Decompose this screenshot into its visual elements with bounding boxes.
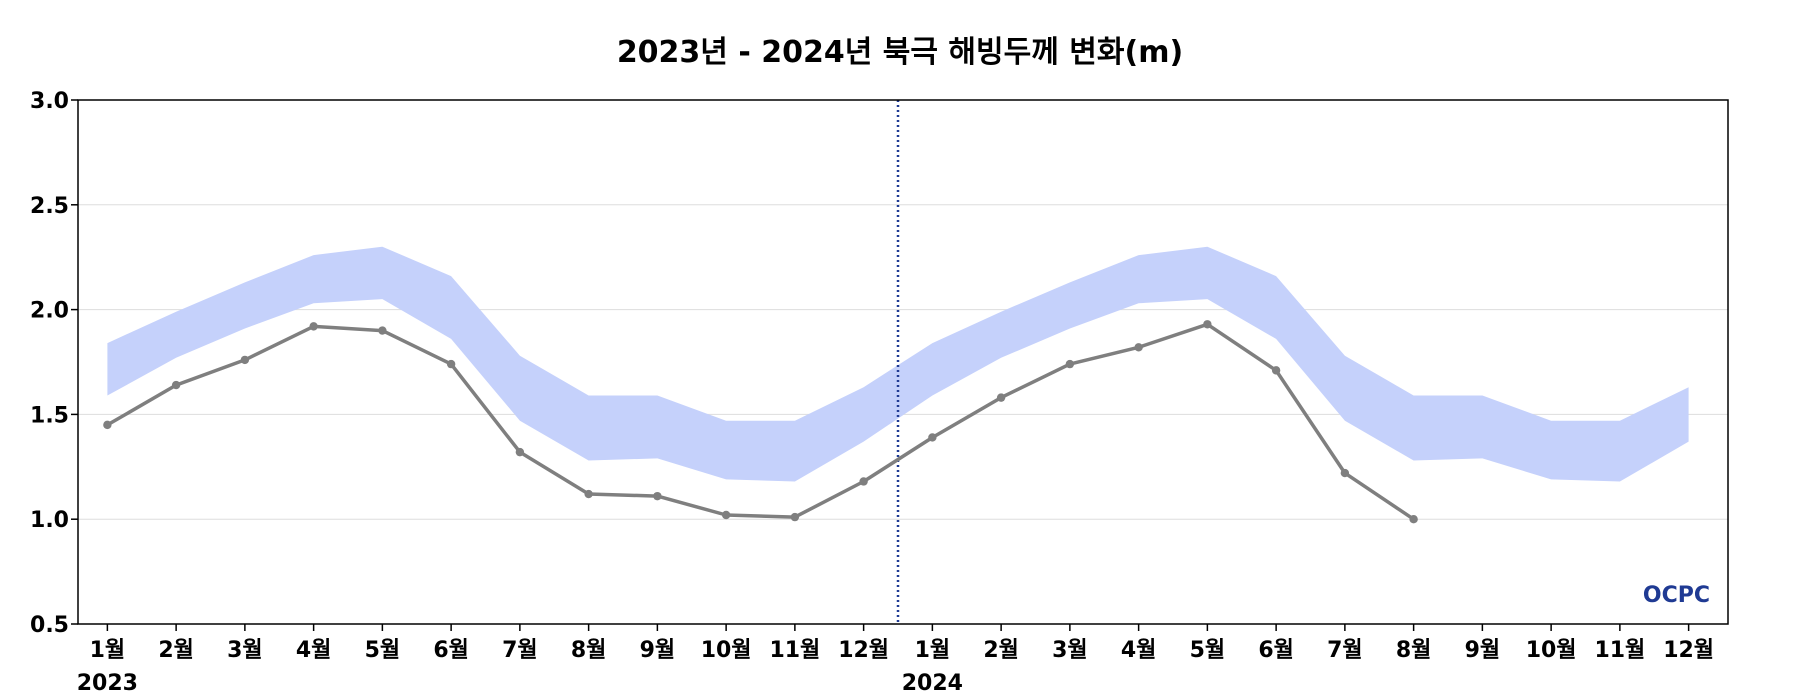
year-labels: 2023 2024 xyxy=(77,671,963,696)
x-tick-label: 1월 xyxy=(915,638,951,663)
plot-frame xyxy=(77,99,1729,625)
x-tick-label: 9월 xyxy=(1465,638,1501,663)
series-lines xyxy=(106,322,1415,521)
x-tick-label: 7월 xyxy=(502,638,538,663)
data-point xyxy=(171,380,181,390)
year-label: 2023 xyxy=(77,671,138,696)
series-points xyxy=(103,320,1418,524)
data-point xyxy=(515,447,525,457)
normal-range-band xyxy=(107,246,1689,482)
y-tick-label: 0.5 xyxy=(30,613,69,638)
x-tick-label: 2월 xyxy=(983,638,1019,663)
chart-title: 2023년 - 2024년 북극 해빙두께 변화(m) xyxy=(617,35,1183,70)
x-axis-ticks: 1월 2월 3월 4월 5월 6월 7월 8월 9월 10월 11월 12월 1월 2월 3월 4월 5월 6월 7… xyxy=(90,624,1714,663)
y-tick-label: 1.5 xyxy=(30,403,69,428)
x-tick-label: 6월 xyxy=(433,638,469,663)
x-tick-label: 12월 xyxy=(1663,638,1714,663)
x-tick-label: 1월 xyxy=(90,638,126,663)
x-tick-label: 12월 xyxy=(838,638,889,663)
data-point xyxy=(240,355,250,365)
x-tick-label: 10월 xyxy=(701,638,752,663)
data-point xyxy=(928,433,937,442)
x-tick-label: 8월 xyxy=(571,638,607,663)
data-point xyxy=(1203,320,1212,329)
y-tick-label: 3.0 xyxy=(30,89,69,114)
data-point xyxy=(1271,366,1281,375)
x-tick-label: 10월 xyxy=(1526,638,1577,663)
data-point xyxy=(1134,343,1143,352)
x-tick-label: 7월 xyxy=(1327,638,1363,663)
data-point xyxy=(103,420,112,430)
data-point xyxy=(584,489,593,499)
y-tick-label: 2.5 xyxy=(30,194,69,219)
x-tick-label: 8월 xyxy=(1396,638,1432,663)
data-point xyxy=(1409,515,1418,524)
x-tick-label: 9월 xyxy=(640,638,676,663)
normal-range-area xyxy=(107,246,1689,482)
year-label: 2024 xyxy=(902,671,963,696)
y-tick-label: 2.0 xyxy=(30,299,69,324)
data-point xyxy=(653,491,662,501)
x-tick-label: 5월 xyxy=(1190,638,1226,663)
data-point xyxy=(996,393,1006,402)
x-tick-label: 3월 xyxy=(1052,638,1088,663)
data-point xyxy=(790,512,800,522)
data-point xyxy=(1065,359,1075,369)
x-tick-label: 4월 xyxy=(296,638,332,663)
x-tick-label: 3월 xyxy=(227,638,263,663)
data-point xyxy=(446,359,456,369)
series-line xyxy=(106,322,1415,521)
data-point xyxy=(1340,468,1350,478)
y-axis-ticks: 0.5 1.0 1.5 2.0 2.5 3.0 xyxy=(30,89,78,638)
ocpc-logo: OCPC xyxy=(1643,583,1710,608)
data-point xyxy=(378,326,387,335)
x-tick-label: 6월 xyxy=(1258,638,1294,663)
data-point xyxy=(309,322,318,331)
y-tick-label: 1.0 xyxy=(30,508,69,533)
x-tick-label: 5월 xyxy=(365,638,401,663)
x-tick-label: 11월 xyxy=(1594,638,1645,663)
data-point xyxy=(721,510,731,520)
data-point xyxy=(859,477,868,486)
x-tick-label: 2월 xyxy=(158,638,194,663)
x-tick-label: 4월 xyxy=(1121,638,1157,663)
x-tick-label: 11월 xyxy=(769,638,820,663)
